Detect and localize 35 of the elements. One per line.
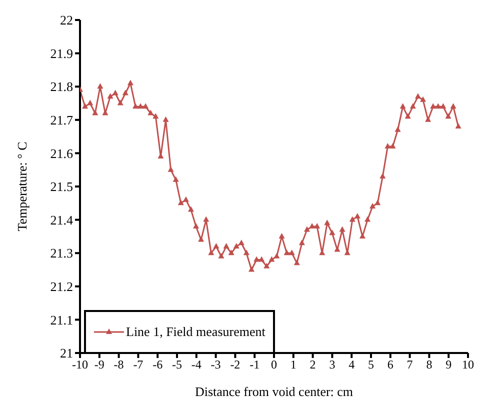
x-tick-label: 1 [290,358,296,372]
x-tick-label: -3 [210,358,221,372]
x-tick-label: 10 [462,358,474,372]
x-tick-label: 8 [426,358,432,372]
y-tick-label: 21.4 [50,212,74,228]
x-tick-label: 2 [310,358,316,372]
x-axis-title: Distance from void center: cm [194,384,354,399]
y-tick-label: 21.2 [50,279,73,294]
y-tick-label: 21.5 [50,179,73,194]
x-tick-label: 3 [329,358,336,372]
x-tick-label: -10 [72,358,88,372]
y-tick-label: 22 [60,12,73,28]
x-tick-label: 0 [271,358,277,372]
x-tick-label: 4 [348,358,355,372]
y-tick-label: 21.3 [50,246,73,261]
x-tick-label: 9 [446,358,452,372]
y-tick-label: 21.8 [50,79,73,94]
y-tick-label: 21 [60,346,73,361]
y-axis-title: Temperature: ° C [14,142,30,232]
x-tick-label: 6 [387,358,394,372]
y-tick-label: 21.7 [50,112,74,128]
x-tick-label: 5 [368,358,374,372]
x-tick-label: -7 [133,358,144,372]
x-tick-label: -2 [230,358,240,372]
x-tick-label: -9 [94,358,104,372]
x-tick-label: -8 [114,358,124,372]
x-tick-label: -1 [250,358,260,372]
x-tick-label: -5 [172,358,182,372]
x-tick-label: 7 [406,358,413,372]
y-tick-label: 21.1 [50,312,73,328]
y-tick-label: 21.9 [50,46,73,61]
x-tick-label: -6 [152,358,163,372]
y-tick-label: 21.6 [50,146,74,161]
legend-label: Line 1, Field measurement [126,324,266,340]
x-tick-label: -4 [191,358,202,372]
